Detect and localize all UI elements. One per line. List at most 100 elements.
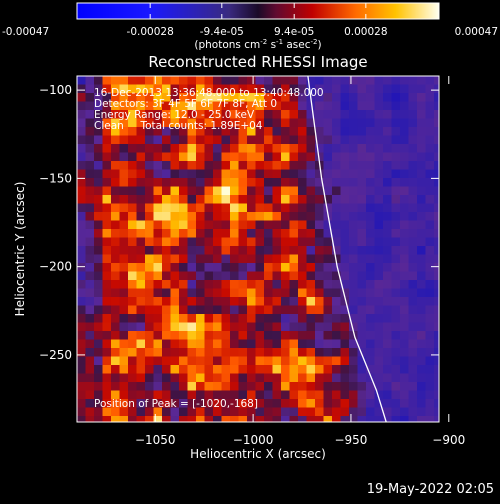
heatmap-cell <box>85 297 95 306</box>
heatmap-cell <box>153 93 163 102</box>
heatmap-cell <box>434 110 439 119</box>
heatmap-cell <box>170 195 180 204</box>
heatmap-cell <box>306 314 316 323</box>
heatmap-cell <box>374 356 384 366</box>
heatmap-cell <box>383 356 392 366</box>
heatmap-cell <box>332 305 341 315</box>
heatmap-cell <box>315 365 324 374</box>
heatmap-cell <box>230 229 239 238</box>
heatmap-cell <box>357 84 367 94</box>
heatmap-cell <box>289 101 299 111</box>
heatmap-cell <box>145 365 154 374</box>
heatmap-cell <box>102 229 112 238</box>
heatmap-cell <box>94 348 103 357</box>
heatmap-cell <box>111 416 120 422</box>
heatmap-cell <box>247 348 256 357</box>
heatmap-cell <box>238 118 248 128</box>
heatmap-cell <box>374 399 384 408</box>
heatmap-cell <box>374 271 384 281</box>
heatmap-cell <box>196 305 205 315</box>
heatmap-cell <box>272 161 282 170</box>
heatmap-cell <box>315 169 324 179</box>
heatmap-cell <box>434 322 439 332</box>
heatmap-cell <box>391 246 401 255</box>
heatmap-cell <box>119 110 129 119</box>
heatmap-cell <box>349 152 358 162</box>
heatmap-cell <box>187 297 197 306</box>
heatmap-cell <box>408 416 418 422</box>
heatmap-cell <box>332 144 341 153</box>
heatmap-cell <box>400 407 409 417</box>
heatmap-cell <box>170 161 180 170</box>
heatmap-cell <box>119 93 129 102</box>
heatmap-cell <box>136 161 146 170</box>
heatmap-cell <box>408 271 418 281</box>
heatmap-cell <box>298 161 307 170</box>
heatmap-cell <box>332 229 341 238</box>
heatmap-cell <box>332 76 341 85</box>
heatmap-cell <box>400 390 409 400</box>
heatmap-cell <box>315 212 324 221</box>
heatmap-cell <box>187 195 197 204</box>
heatmap-cell <box>374 263 384 272</box>
heatmap-cell <box>408 305 418 315</box>
heatmap-cell <box>85 373 95 383</box>
heatmap-cell <box>230 356 239 366</box>
heatmap-cell <box>281 373 290 383</box>
heatmap-cell <box>340 416 350 422</box>
heatmap-cell <box>187 246 197 255</box>
heatmap-cell <box>77 110 86 119</box>
heatmap-cell <box>77 152 86 162</box>
heatmap-cell <box>264 186 273 196</box>
heatmap-cell <box>247 237 256 247</box>
heatmap-cell <box>213 348 222 357</box>
heatmap-cell <box>204 212 214 221</box>
heatmap-cell <box>306 373 316 383</box>
heatmap-cell <box>417 178 426 187</box>
heatmap-cell <box>374 212 384 221</box>
heatmap-cell <box>196 169 205 179</box>
heatmap-cell <box>383 348 392 357</box>
heatmap-cell <box>85 407 95 417</box>
heatmap-cell <box>391 229 401 238</box>
heatmap-cell <box>213 322 222 332</box>
heatmap-cell <box>102 169 112 179</box>
heatmap-cell <box>170 365 180 374</box>
heatmap-cell <box>119 246 129 255</box>
heatmap-cell <box>374 407 384 417</box>
heatmap-cell <box>264 407 273 417</box>
heatmap-cell <box>281 416 290 422</box>
heatmap-cell <box>255 195 265 204</box>
heatmap-cell <box>272 178 282 187</box>
heatmap-cell <box>349 195 358 204</box>
heatmap-cell <box>306 322 316 332</box>
heatmap-cell <box>332 246 341 255</box>
heatmap-cell <box>434 203 439 213</box>
heatmap-cell <box>408 144 418 153</box>
heatmap-cell <box>213 110 222 119</box>
heatmap-cell <box>111 229 120 238</box>
heatmap-cell <box>289 229 299 238</box>
heatmap-cell <box>196 84 205 94</box>
heatmap-cell <box>179 169 188 179</box>
heatmap-cell <box>179 203 188 213</box>
heatmap-cell <box>119 339 129 349</box>
heatmap-cell <box>264 416 273 422</box>
heatmap-cell <box>374 93 384 102</box>
heatmap-cell <box>374 169 384 179</box>
heatmap-cell <box>425 280 435 289</box>
heatmap-cell <box>119 152 129 162</box>
heatmap-cell <box>315 76 324 85</box>
heatmap-cell <box>136 271 146 281</box>
heatmap-cell <box>272 229 282 238</box>
heatmap-cell <box>162 280 171 289</box>
heatmap-cell <box>306 254 316 264</box>
heatmap-cell <box>383 305 392 315</box>
heatmap-cell <box>289 297 299 306</box>
heatmap-cell <box>332 356 341 366</box>
heatmap-cell <box>119 271 129 281</box>
heatmap-cell <box>204 280 214 289</box>
heatmap-cell <box>187 339 197 349</box>
heatmap-cell <box>315 101 324 111</box>
heatmap-cell <box>340 254 350 264</box>
